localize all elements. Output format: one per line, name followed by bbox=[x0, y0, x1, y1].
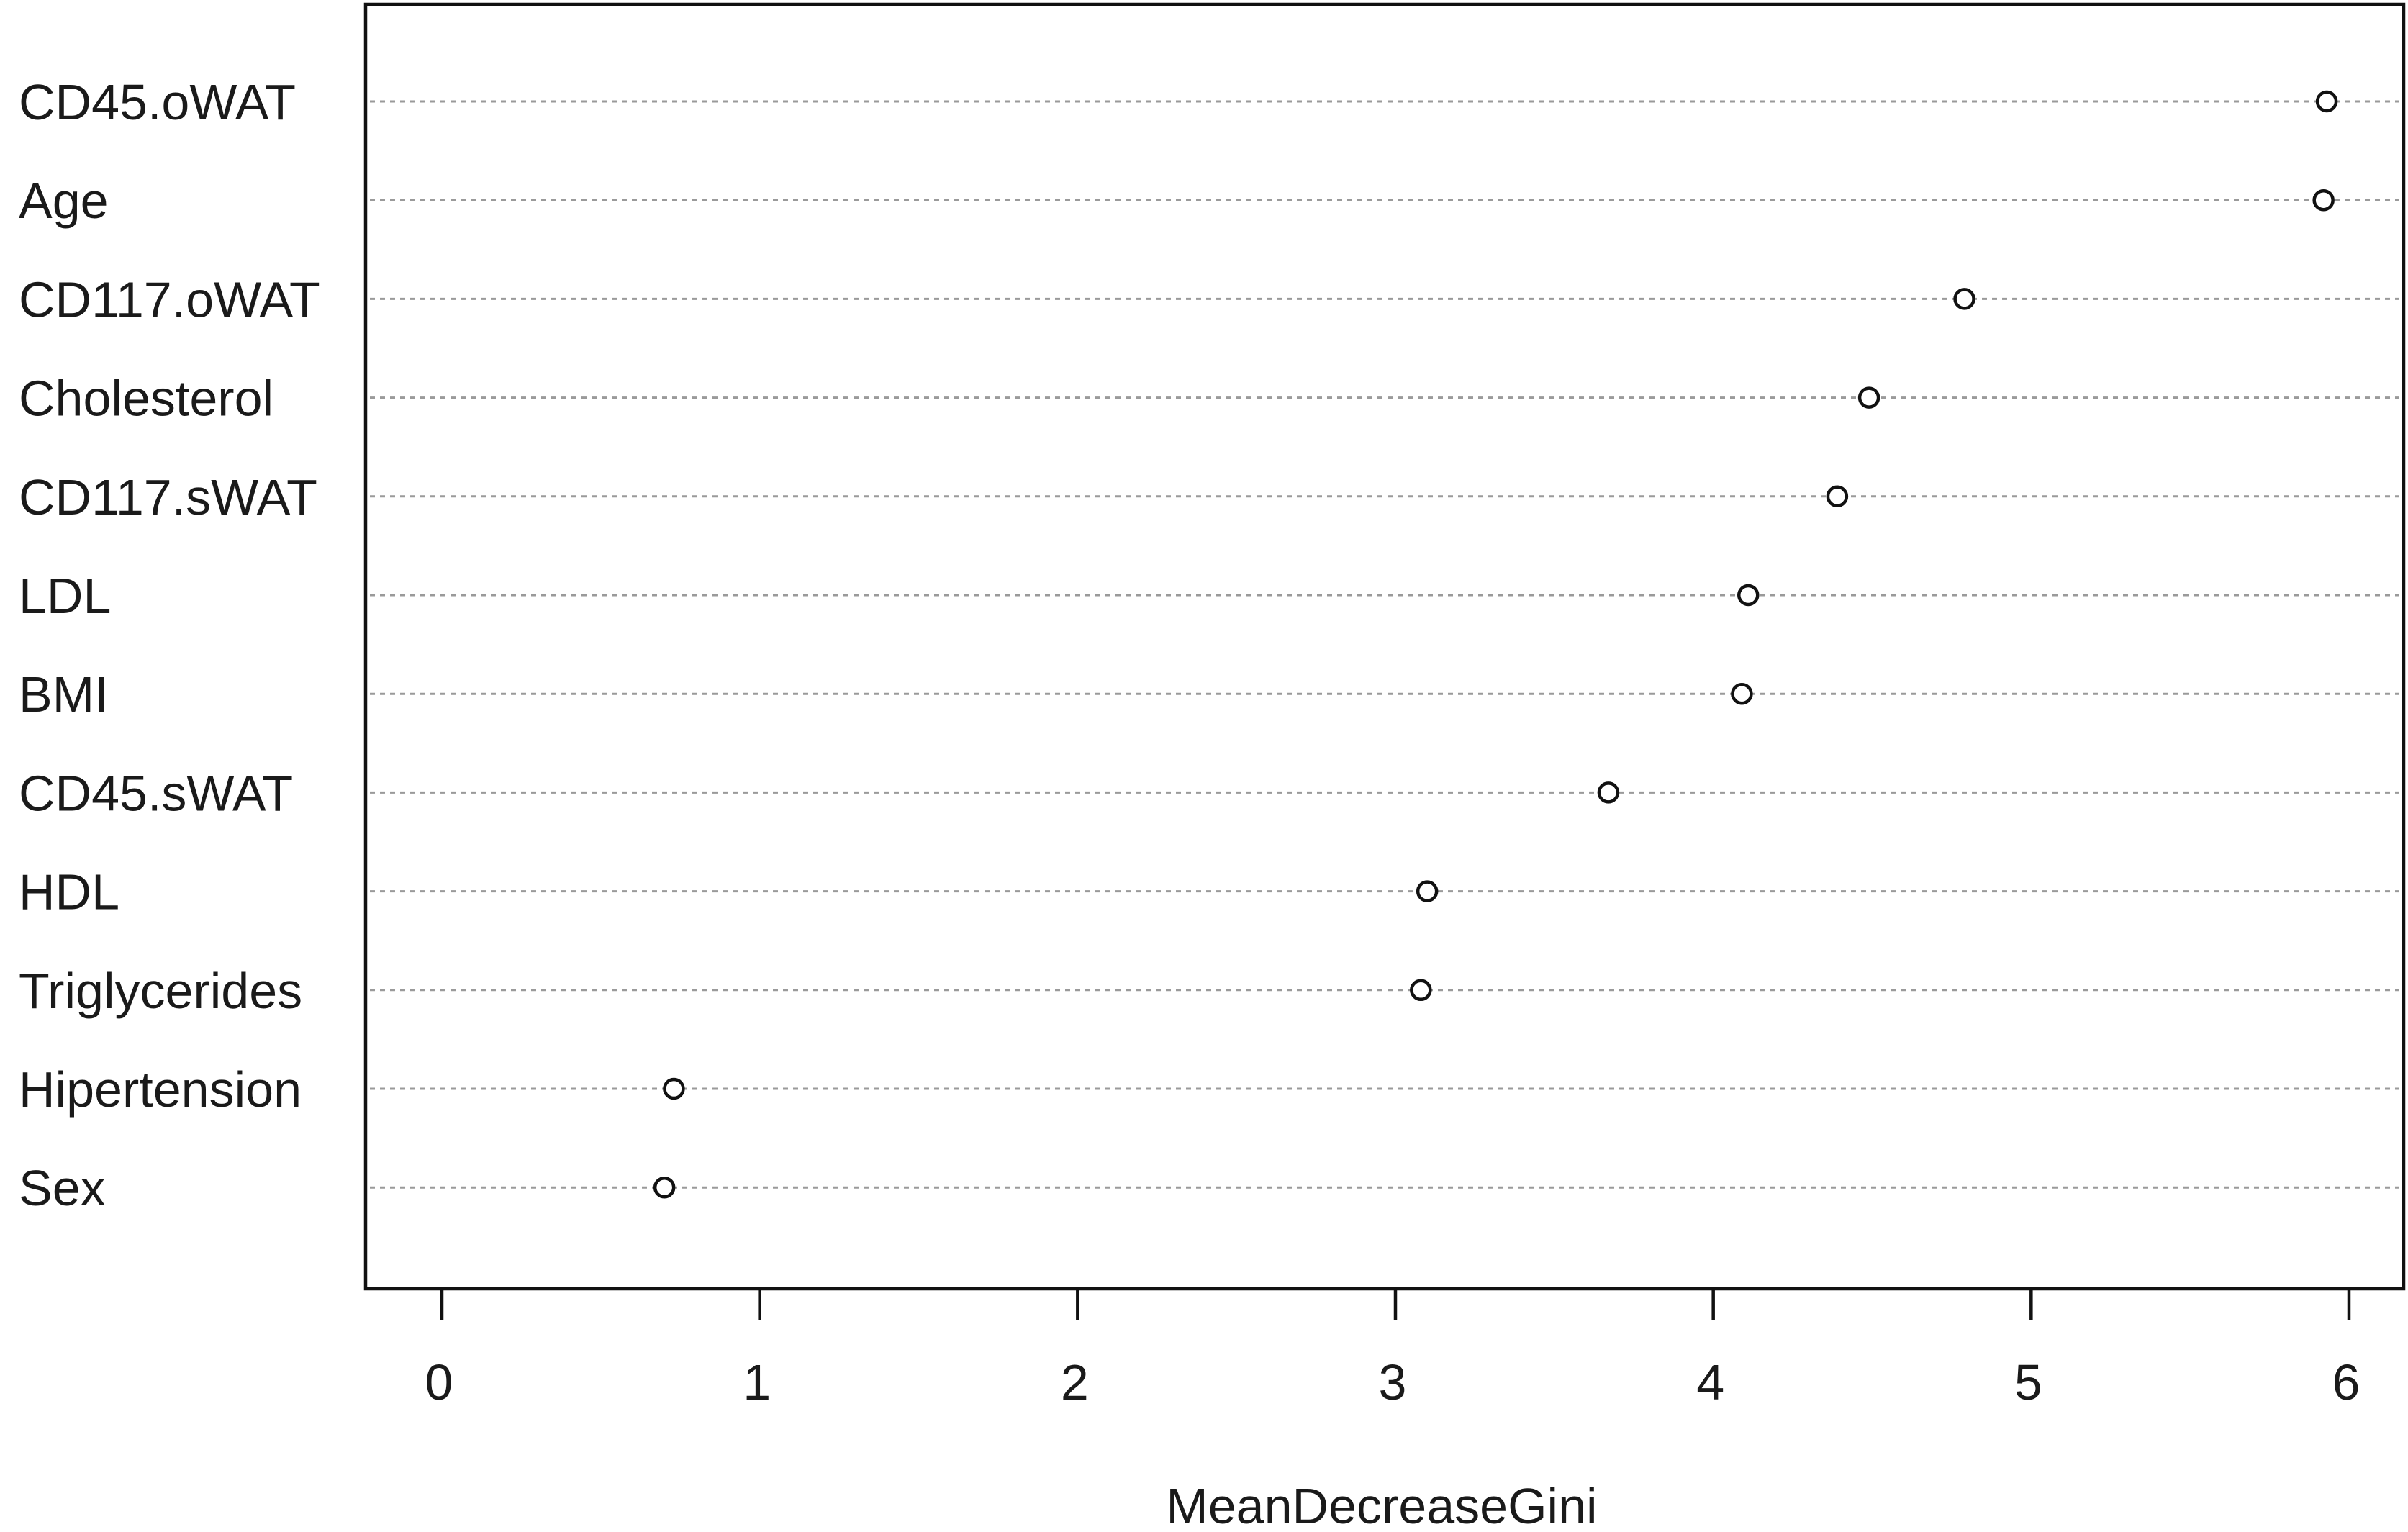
x-axis-title: MeanDecreaseGini bbox=[1166, 1478, 1597, 1532]
category-label: CD117.oWAT bbox=[19, 271, 320, 327]
data-point bbox=[1416, 880, 1439, 902]
x-tick-label: 6 bbox=[2332, 1354, 2361, 1410]
category-label: Age bbox=[19, 173, 109, 229]
category-label: Hipertension bbox=[19, 1061, 302, 1118]
data-point bbox=[663, 1077, 685, 1100]
data-point bbox=[1731, 682, 1753, 705]
data-point bbox=[1826, 485, 1849, 508]
data-point bbox=[653, 1176, 676, 1199]
data-point bbox=[1410, 979, 1432, 1002]
plot-frame bbox=[363, 2, 2406, 1291]
category-label: LDL bbox=[19, 568, 111, 624]
data-point bbox=[1597, 781, 1620, 804]
x-tick-label: 2 bbox=[1061, 1354, 1089, 1410]
gridlines bbox=[370, 100, 2399, 1189]
x-tick-label: 0 bbox=[425, 1354, 453, 1410]
category-label: Triglycerides bbox=[19, 963, 302, 1019]
category-label: CD45.oWAT bbox=[19, 74, 296, 130]
data-point bbox=[2315, 90, 2338, 113]
data-points bbox=[653, 90, 2338, 1199]
x-tick-label: 4 bbox=[1696, 1354, 1724, 1410]
data-point bbox=[1857, 386, 1880, 409]
category-label: Cholesterol bbox=[19, 371, 273, 427]
data-point bbox=[2312, 189, 2335, 212]
x-tick-label: 1 bbox=[743, 1354, 771, 1410]
category-label: HDL bbox=[19, 864, 119, 920]
category-label: Sex bbox=[19, 1160, 106, 1216]
category-label: CD117.sWAT bbox=[19, 469, 317, 525]
category-labels: CD45.oWAT Age CD117.oWAT Cholesterol CD117.s… bbox=[19, 74, 320, 1216]
data-point bbox=[1737, 584, 1760, 607]
x-axis: 0 1 2 3 4 5 6 bbox=[425, 1289, 2361, 1410]
data-point bbox=[1953, 288, 1975, 310]
category-label: CD45.sWAT bbox=[19, 765, 293, 821]
x-tick-label: 5 bbox=[2014, 1354, 2042, 1410]
category-label: BMI bbox=[19, 666, 108, 722]
x-tick-label: 3 bbox=[1379, 1354, 1407, 1410]
